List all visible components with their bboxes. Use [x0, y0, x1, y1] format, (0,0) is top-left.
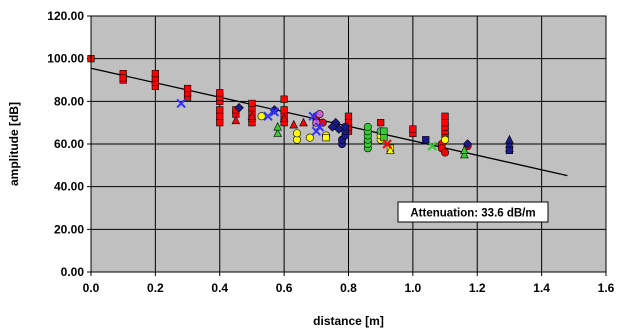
data-point-yellow-circle — [305, 133, 314, 142]
x-tick-label: 0.6 — [276, 281, 293, 295]
data-point-blue_x-x — [176, 98, 186, 109]
data-point-navy-diamond — [334, 124, 344, 134]
y-tick-label: 100.00 — [47, 52, 84, 66]
data-point-navy-square — [422, 136, 430, 144]
data-point-navy-diamond — [234, 103, 244, 113]
data-point-navy-diamond — [462, 139, 473, 149]
data-point-red-square — [216, 112, 224, 120]
gridlines — [91, 16, 606, 272]
data-point-navy-triangle — [505, 134, 514, 144]
plot-border — [90, 15, 607, 273]
data-point-yellow-circle — [257, 112, 266, 121]
y-tick-label: 60.00 — [54, 137, 84, 151]
y-tick-label: 20.00 — [54, 222, 84, 236]
x-tick-label: 1.6 — [598, 281, 615, 295]
data-point-red-square — [216, 119, 224, 127]
y-tick-label: 40.00 — [54, 180, 84, 194]
data-point-blue_x-x — [269, 107, 280, 117]
data-point-green-square — [380, 127, 388, 135]
data-point-blue_x-x — [263, 111, 273, 121]
data-point-red-square — [344, 112, 353, 120]
data-point-red-square — [183, 84, 192, 93]
data-point-red-square — [441, 112, 449, 120]
trendline — [90, 67, 568, 177]
x-tick-label: 1.0 — [405, 281, 422, 295]
data-point-red-square — [441, 119, 449, 127]
data-point-navy-diamond — [327, 122, 338, 132]
x-axis-title: distance [m] — [313, 314, 384, 328]
x-tick-label: 1.4 — [533, 281, 550, 295]
data-point-navy-circle — [341, 122, 350, 131]
annotation-box — [397, 201, 549, 223]
data-point-purple-circle — [315, 110, 324, 119]
data-point-green-triangle — [273, 121, 282, 131]
data-point-red-circle — [441, 148, 450, 157]
x-tick-label: 0.2 — [147, 281, 164, 295]
data-point-red-square — [151, 70, 159, 78]
data-point-red-square — [409, 125, 417, 133]
annotation-text: Attenuation: 33.6 dB/m — [410, 208, 535, 220]
data-point-yellow-triangle — [386, 145, 395, 154]
y-tick-label: 0.00 — [61, 265, 85, 279]
data-point-red-square — [216, 89, 224, 97]
data-point-red-triangle — [247, 111, 257, 120]
data-point-red-square — [248, 99, 256, 108]
data-point-navy-square — [505, 146, 514, 155]
y-tick-label: 120.00 — [47, 9, 84, 23]
data-point-green-triangle — [460, 149, 469, 159]
x-tick-label: 1.2 — [469, 281, 486, 295]
data-point-red-square — [119, 74, 127, 82]
data-point-red-triangle — [231, 115, 241, 125]
x-tick-label: 0.4 — [211, 281, 228, 295]
tick-labels: 0.00 20.00 40.00 60.00 80.00 100.00 120.00 0.0 0… — [47, 9, 614, 295]
data-point-yellow-circle — [292, 129, 301, 138]
data-point-red-square — [216, 106, 224, 114]
data-point-red-triangle — [289, 119, 299, 129]
data-point-red-triangle — [279, 113, 289, 122]
data-points — [87, 55, 514, 159]
data-point-yellow-square — [322, 134, 330, 142]
data-point-red-triangle — [299, 117, 308, 127]
data-point-blue_x-x — [308, 111, 318, 121]
data-point-red-square — [377, 119, 385, 127]
data-point-green-x — [427, 141, 437, 151]
data-point-green-triangle — [460, 145, 469, 154]
data-point-red-x — [382, 139, 392, 149]
data-point-green-circle — [363, 122, 372, 131]
data-point-red-square — [280, 95, 288, 103]
x-tick-label: 0.8 — [340, 281, 357, 295]
attenuation-annotation: Attenuation: 33.6 dB/m — [397, 201, 549, 223]
data-point-blue_x-x — [314, 122, 325, 132]
x-tick-label: 0.0 — [83, 281, 100, 295]
data-point-green-triangle — [273, 128, 282, 137]
data-point-yellow-circle — [441, 135, 450, 144]
data-point-red-square — [280, 106, 288, 114]
y-axis-title: amplitude [dB] — [7, 102, 21, 186]
y-tick-label: 80.00 — [54, 94, 84, 108]
